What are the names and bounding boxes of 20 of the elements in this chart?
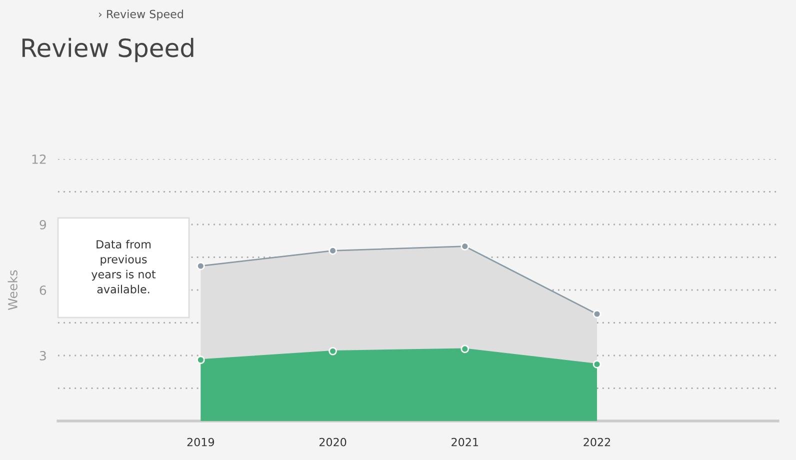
point xyxy=(592,360,602,368)
text: Data from previous years is not available. xyxy=(91,240,156,294)
y-tick-label: 12 xyxy=(32,154,46,164)
y-tick-label: 9 xyxy=(40,220,46,230)
point xyxy=(328,346,337,356)
chart-title: Review Speed xyxy=(22,38,194,62)
x-tick-label: 2021 xyxy=(452,438,478,446)
y-tick-label: 3 xyxy=(40,350,46,360)
point xyxy=(460,242,470,250)
text: › Review Speed xyxy=(99,10,183,20)
point xyxy=(196,356,205,364)
y-tick-label: 6 xyxy=(40,285,46,295)
x-tick-label: 2020 xyxy=(319,438,346,446)
y-axis-title: Weeks xyxy=(8,270,18,310)
point xyxy=(328,246,337,255)
x-tick-label: 2022 xyxy=(584,438,610,446)
point xyxy=(460,344,470,354)
point xyxy=(196,262,205,270)
point xyxy=(592,310,602,318)
x-tick-label: 2019 xyxy=(187,438,214,446)
